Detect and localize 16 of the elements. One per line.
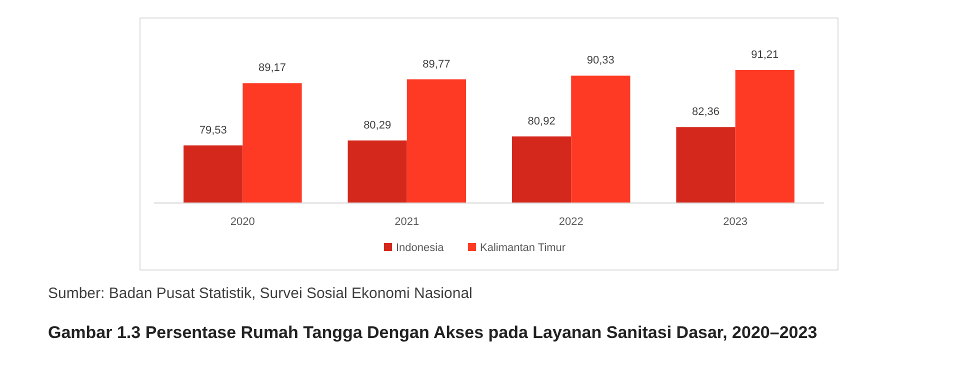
x-tick-label: 2021	[394, 216, 420, 228]
text: Sumber: Badan Pusat Statistik, Survei Sosial Ekonomi Nasional	[48, 285, 472, 302]
legend-label: Kalimantan Timur	[480, 242, 566, 254]
x-tick-label: 2022	[558, 216, 584, 228]
x-tick-label: 2020	[230, 216, 255, 228]
data-label: 89,77	[422, 58, 450, 70]
data-label: 80,92	[528, 115, 556, 128]
legend-label: Indonesia	[396, 242, 445, 254]
data-label: 80,29	[364, 119, 392, 132]
data-label: 91,21	[751, 49, 779, 61]
data-label: 79,53	[199, 124, 227, 136]
data-label: 89,17	[258, 62, 286, 74]
x-tick-label: 2023	[723, 216, 748, 228]
data-label: 90,33	[586, 54, 614, 67]
text: Gambar 1.3 Persentase Rumah Tangga Dengan Akses pada Layanan Sanitasi Dasar, 2020–2023	[48, 323, 818, 342]
data-label: 82,36	[692, 106, 720, 118]
